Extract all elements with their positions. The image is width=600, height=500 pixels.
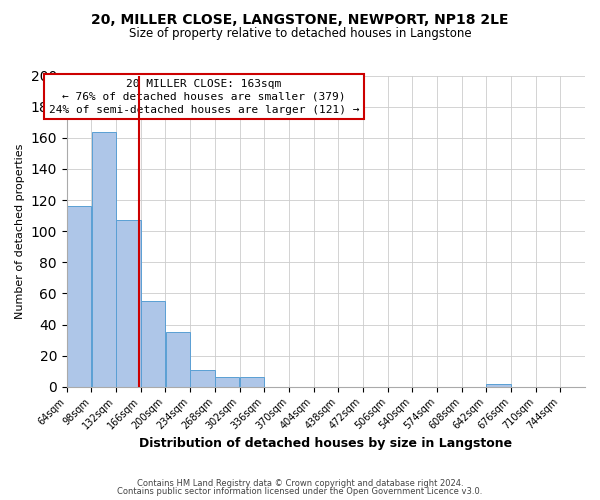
Text: 20, MILLER CLOSE, LANGSTONE, NEWPORT, NP18 2LE: 20, MILLER CLOSE, LANGSTONE, NEWPORT, NP… [91, 12, 509, 26]
Bar [141, 301, 166, 387]
Bar [190, 370, 215, 387]
Bar [215, 378, 239, 387]
Bar [92, 132, 116, 387]
Y-axis label: Number of detached properties: Number of detached properties [15, 144, 25, 319]
Text: Contains HM Land Registry data © Crown copyright and database right 2024.: Contains HM Land Registry data © Crown c… [137, 478, 463, 488]
Text: Size of property relative to detached houses in Langstone: Size of property relative to detached ho… [128, 28, 472, 40]
Bar [166, 332, 190, 387]
Bar [487, 384, 511, 387]
Bar [67, 206, 91, 387]
Text: Contains public sector information licensed under the Open Government Licence v3: Contains public sector information licen… [118, 487, 482, 496]
X-axis label: Distribution of detached houses by size in Langstone: Distribution of detached houses by size … [139, 437, 512, 450]
Bar [239, 378, 264, 387]
Bar [116, 220, 141, 387]
Text: 20 MILLER CLOSE: 163sqm
← 76% of detached houses are smaller (379)
24% of semi-d: 20 MILLER CLOSE: 163sqm ← 76% of detache… [49, 78, 359, 115]
